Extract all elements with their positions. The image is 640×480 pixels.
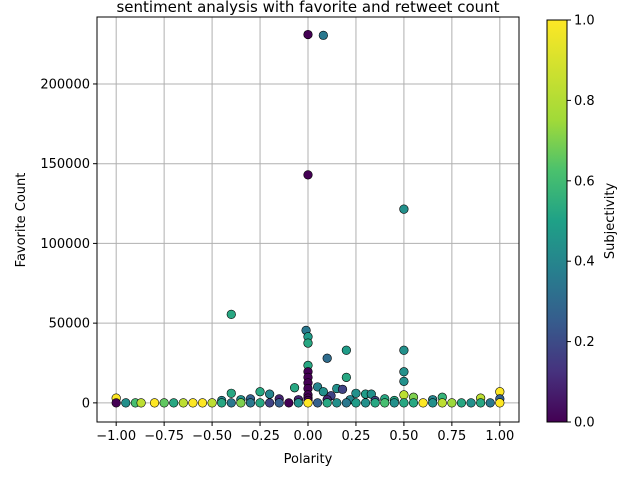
data-point [341, 398, 351, 408]
data-point [293, 398, 304, 408]
data-point [159, 398, 169, 408]
colorbar-tick-label: 0.6 [574, 174, 595, 189]
data-point [197, 398, 208, 408]
data-point [265, 389, 275, 399]
colorbar-frame [546, 19, 568, 423]
data-point [322, 353, 332, 363]
data-point [217, 398, 227, 408]
data-point [437, 398, 447, 408]
colorbar-tick-label: 0.4 [574, 255, 595, 270]
data-point [169, 398, 179, 408]
colorbar-tick-label: 0.8 [574, 94, 595, 109]
data-point [303, 170, 313, 180]
data-point [245, 398, 256, 408]
data-point [322, 398, 332, 408]
data-point [207, 398, 217, 408]
colorbar-tick-label: 1.0 [574, 14, 595, 29]
data-point [226, 388, 236, 398]
y-tick-label: 150000 [40, 157, 90, 172]
data-point [255, 398, 265, 408]
data-point [399, 367, 409, 377]
data-point [121, 398, 131, 408]
chart-title: sentiment analysis with favorite and ret… [116, 0, 499, 16]
data-point [318, 387, 328, 397]
x-tick-label: −1.00 [96, 429, 136, 444]
data-point [284, 398, 294, 408]
data-point [236, 398, 246, 408]
data-point [399, 390, 409, 400]
y-tick-label: 200000 [40, 77, 90, 92]
y-axis-ticks: 0 50000 100000 150000 200000 [40, 77, 97, 411]
data-point [265, 398, 275, 408]
colorbar-tick-label: 0.2 [574, 335, 595, 350]
data-point [303, 29, 313, 40]
data-point [399, 345, 409, 355]
data-point [341, 372, 351, 382]
data-point [380, 398, 390, 408]
data-point [447, 398, 457, 408]
data-point [188, 398, 198, 408]
colorbar-ticks: 0.0 0.2 0.4 0.6 0.8 1.0 [567, 14, 595, 431]
data-point [226, 398, 236, 408]
grid [97, 17, 519, 422]
data-point [495, 398, 505, 408]
x-tick-label: −0.50 [192, 429, 232, 444]
data-point [476, 398, 486, 408]
data-point [149, 398, 160, 408]
data-point [360, 398, 371, 408]
y-tick-label: 50000 [49, 317, 90, 332]
x-tick-label: 1.00 [485, 429, 514, 444]
data-point [399, 376, 409, 386]
data-point [408, 398, 419, 408]
data-point [337, 384, 348, 394]
y-axis-label: Favorite Count [14, 173, 29, 268]
data-point [389, 398, 399, 408]
data-point [312, 398, 323, 408]
colorbar: 0.0 0.2 0.4 0.6 0.8 1.0 Subjectivity [546, 14, 618, 431]
data-point [303, 338, 313, 348]
data-point [303, 398, 313, 408]
data-point [370, 398, 380, 408]
x-axis-ticks: −1.00 −0.75 −0.50 −0.25 0.00 0.25 0.50 0.75 1.00 [96, 422, 514, 444]
data-point [318, 30, 328, 40]
colorbar-gradient [547, 20, 567, 422]
data-point [111, 398, 121, 408]
x-tick-label: 0.75 [437, 429, 466, 444]
colorbar-tick-label: 0.0 [574, 416, 595, 431]
x-tick-label: 0.00 [294, 429, 323, 444]
data-point [351, 388, 361, 398]
data-point [466, 398, 476, 408]
data-point [456, 398, 467, 408]
data-points [111, 29, 505, 408]
data-point [289, 383, 300, 393]
data-point [178, 398, 188, 408]
x-tick-label: −0.75 [144, 429, 184, 444]
data-point [226, 309, 236, 319]
data-point [274, 398, 284, 408]
data-point [485, 398, 495, 408]
x-tick-label: 0.25 [341, 429, 370, 444]
colorbar-label: Subjectivity [603, 183, 618, 260]
x-tick-label: −0.25 [240, 429, 280, 444]
data-point [341, 345, 351, 355]
data-point [399, 204, 409, 214]
x-axis-label: Polarity [284, 452, 333, 467]
x-tick-label: 0.50 [389, 429, 418, 444]
data-point [136, 398, 146, 408]
data-point [399, 398, 409, 408]
y-tick-label: 100000 [40, 237, 90, 252]
data-point [418, 398, 428, 408]
data-point [255, 387, 265, 397]
data-point [428, 398, 438, 408]
data-point [351, 398, 361, 408]
data-point [332, 398, 342, 408]
y-tick-label: 0 [82, 396, 90, 411]
